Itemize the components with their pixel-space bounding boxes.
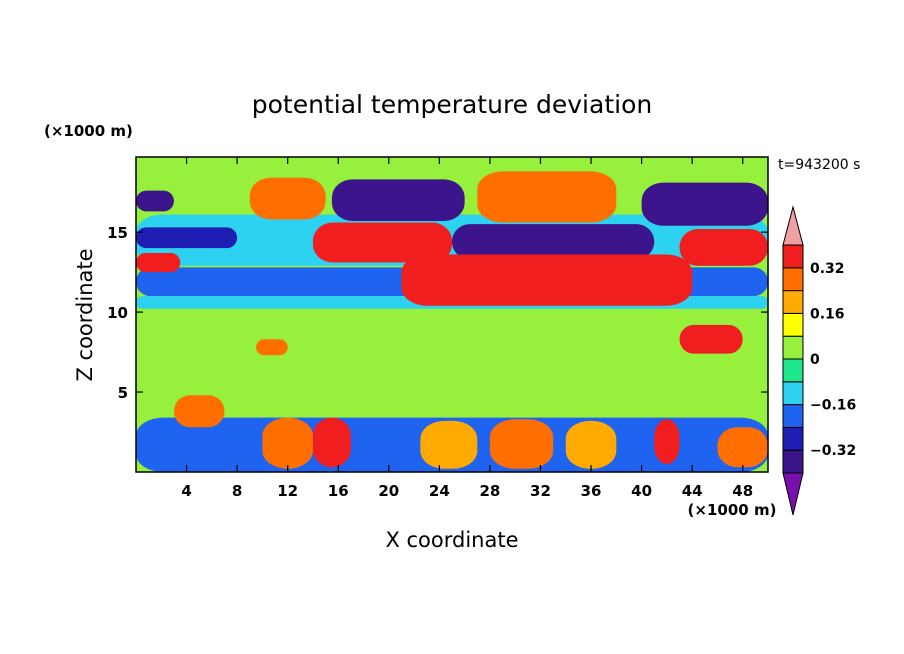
contour-region-20 [312, 417, 351, 468]
contour-region-15 [679, 228, 768, 266]
x-tick-label: 28 [479, 482, 500, 500]
plot-area [135, 156, 769, 473]
contour-region-19 [262, 417, 313, 469]
colorbar-label: 0.32 [810, 261, 845, 277]
contour-region-17 [256, 339, 288, 356]
contour-region-16 [679, 324, 743, 354]
y-tick-label: 10 [107, 304, 128, 322]
colorbar-bottom-arrow [782, 472, 804, 516]
colorbar-box [782, 312, 804, 337]
x-tick-label: 32 [530, 482, 551, 500]
chart-title: potential temperature deviation [252, 90, 652, 119]
colorbar-label: 0.16 [810, 306, 845, 322]
contour-region-8 [477, 171, 617, 223]
contour-region-10 [312, 222, 452, 263]
colorbar-box [782, 381, 804, 406]
contour-region-22 [489, 419, 554, 469]
contour-region-18 [173, 395, 225, 428]
contour-region-5 [136, 190, 174, 212]
y-unit-label: (×1000 m) [44, 122, 133, 140]
x-tick-label: 24 [429, 482, 450, 500]
x-tick-label: 12 [277, 482, 298, 500]
colorbar-top-arrow [782, 205, 804, 246]
x-tick-label: 4 [181, 482, 191, 500]
contour-regions [136, 171, 768, 472]
x-tick-label: 8 [232, 482, 242, 500]
x-tick-label: 48 [732, 482, 753, 500]
colorbar-box [782, 290, 804, 314]
colorbar-box [782, 358, 804, 383]
x-axis-label: X coordinate [385, 528, 518, 552]
contour-region-9 [641, 182, 768, 226]
x-tick-label: 40 [631, 482, 652, 500]
contour-region-12 [136, 227, 238, 249]
contour-region-21 [420, 420, 478, 469]
contour-region-6 [249, 177, 326, 220]
colorbar: 0.32 0.16 0 −0.16 −0.32 [782, 205, 856, 516]
colorbar-box [782, 404, 804, 428]
contour-region-11 [452, 224, 655, 260]
contour-region-7 [331, 179, 465, 221]
y-tick-label: 15 [107, 224, 128, 242]
y-tick-label: 5 [118, 384, 128, 402]
contour-region-13 [136, 252, 181, 273]
colorbar-box [782, 449, 804, 474]
x-axis: 4 8 12 16 20 24 28 32 36 40 44 48 [181, 157, 753, 500]
colorbar-label: −0.32 [810, 443, 856, 459]
colorbar-box [782, 244, 804, 269]
x-tick-label: 36 [581, 482, 602, 500]
x-tick-label: 20 [378, 482, 399, 500]
x-unit-label: (×1000 m) [688, 501, 777, 519]
time-label: t=943200 s [778, 157, 860, 173]
contour-region-14 [401, 254, 693, 306]
contour-region-25 [717, 427, 768, 468]
colorbar-label: 0 [810, 352, 820, 368]
colorbar-label: −0.16 [810, 398, 856, 414]
x-tick-label: 44 [682, 482, 703, 500]
y-axis: 5 10 15 [107, 224, 768, 402]
contour-region-24 [654, 419, 680, 465]
plot-frame [135, 156, 769, 473]
contour-region-23 [565, 420, 617, 469]
x-tick-label: 16 [328, 482, 349, 500]
colorbar-box [782, 335, 804, 360]
contour-region-3 [136, 308, 768, 337]
colorbar-box [782, 267, 804, 292]
colorbar-box [782, 426, 804, 451]
y-axis-label: Z coordinate [73, 248, 97, 381]
